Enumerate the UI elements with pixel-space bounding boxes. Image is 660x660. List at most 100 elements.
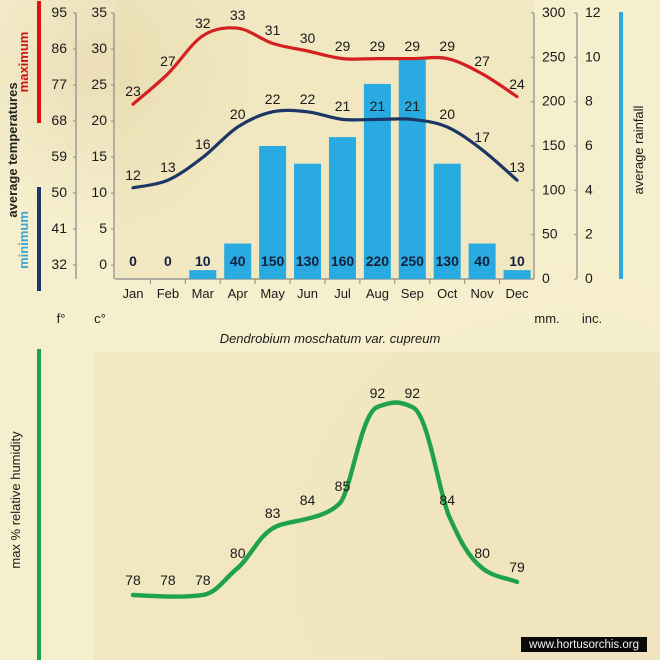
svg-text:Jul: Jul [334,286,351,301]
svg-text:10: 10 [195,253,211,269]
svg-text:95: 95 [51,4,67,20]
svg-text:250: 250 [542,48,566,64]
svg-text:21: 21 [405,98,421,114]
svg-text:23: 23 [125,83,141,99]
svg-text:25: 25 [91,76,107,92]
svg-text:160: 160 [331,253,355,269]
svg-text:Sep: Sep [401,286,424,301]
svg-text:50: 50 [542,226,558,242]
svg-text:68: 68 [51,112,67,128]
svg-text:f°: f° [57,311,66,326]
svg-text:50: 50 [51,184,67,200]
svg-text:max % relative humidity: max % relative humidity [8,431,23,569]
svg-text:10: 10 [509,253,525,269]
svg-text:Jun: Jun [297,286,318,301]
svg-text:40: 40 [474,253,490,269]
svg-text:Jan: Jan [123,286,144,301]
svg-text:33: 33 [230,7,246,23]
svg-text:17: 17 [474,129,490,145]
svg-text:35: 35 [91,4,107,20]
svg-text:Nov: Nov [471,286,495,301]
svg-text:10: 10 [91,184,107,200]
svg-text:21: 21 [370,98,386,114]
svg-text:mm.: mm. [534,311,559,326]
svg-text:Mar: Mar [192,286,215,301]
svg-text:27: 27 [474,53,490,69]
svg-text:Aug: Aug [366,286,389,301]
svg-text:31: 31 [265,22,281,38]
svg-text:inc.: inc. [582,311,602,326]
svg-text:29: 29 [370,38,386,54]
svg-text:92: 92 [370,385,386,401]
svg-text:Dendrobium moschatum var. cup: Dendrobium moschatum var. cupreum [220,331,441,346]
svg-text:21: 21 [335,98,351,114]
svg-text:Apr: Apr [228,286,249,301]
svg-text:c°: c° [94,311,106,326]
svg-text:41: 41 [51,220,67,236]
svg-text:12: 12 [585,4,601,20]
svg-text:220: 220 [366,253,390,269]
svg-text:40: 40 [230,253,246,269]
svg-text:250: 250 [401,253,425,269]
svg-text:May: May [260,286,285,301]
svg-text:85: 85 [335,478,351,494]
svg-text:15: 15 [91,148,107,164]
svg-text:29: 29 [335,38,351,54]
svg-text:12: 12 [125,167,141,183]
svg-text:200: 200 [542,93,566,109]
svg-text:77: 77 [51,76,67,92]
svg-text:300: 300 [542,4,566,20]
svg-text:6: 6 [585,137,593,153]
svg-text:84: 84 [439,492,455,508]
svg-text:2: 2 [585,226,593,242]
svg-text:10: 10 [585,48,601,64]
svg-text:13: 13 [160,159,176,175]
svg-text:80: 80 [230,545,246,561]
svg-text:20: 20 [230,106,246,122]
svg-text:Dec: Dec [505,286,529,301]
svg-text:150: 150 [542,137,566,153]
svg-text:78: 78 [125,572,141,588]
svg-text:27: 27 [160,53,176,69]
svg-text:22: 22 [300,91,316,107]
svg-text:83: 83 [265,505,281,521]
svg-text:92: 92 [405,385,421,401]
svg-text:average temperatures: average temperatures [5,82,20,217]
svg-text:150: 150 [261,253,285,269]
svg-text:0: 0 [585,270,593,286]
svg-text:13: 13 [509,159,525,175]
svg-text:130: 130 [296,253,320,269]
svg-text:0: 0 [99,256,107,272]
svg-text:0: 0 [542,270,550,286]
svg-text:29: 29 [405,38,421,54]
svg-text:5: 5 [99,220,107,236]
svg-text:20: 20 [439,106,455,122]
svg-text:100: 100 [542,181,566,197]
svg-text:8: 8 [585,93,593,109]
svg-text:Feb: Feb [157,286,179,301]
svg-text:130: 130 [436,253,460,269]
svg-text:59: 59 [51,148,67,164]
svg-text:24: 24 [509,76,525,92]
svg-text:30: 30 [91,40,107,56]
svg-text:79: 79 [509,559,525,575]
svg-text:minimum: minimum [16,211,31,269]
svg-text:86: 86 [51,40,67,56]
svg-text:Oct: Oct [437,286,458,301]
svg-text:32: 32 [51,256,67,272]
svg-text:0: 0 [129,253,137,269]
svg-text:78: 78 [160,572,176,588]
svg-text:84: 84 [300,492,316,508]
svg-text:32: 32 [195,15,211,31]
svg-text:4: 4 [585,181,593,197]
svg-text:www.hortusorchis.org: www.hortusorchis.org [528,639,639,651]
svg-text:80: 80 [474,545,490,561]
svg-text:30: 30 [300,30,316,46]
svg-text:78: 78 [195,572,211,588]
svg-text:0: 0 [164,253,172,269]
svg-text:16: 16 [195,136,211,152]
svg-text:22: 22 [265,91,281,107]
svg-text:average rainfall: average rainfall [631,105,646,194]
svg-text:20: 20 [91,112,107,128]
svg-text:29: 29 [439,38,455,54]
